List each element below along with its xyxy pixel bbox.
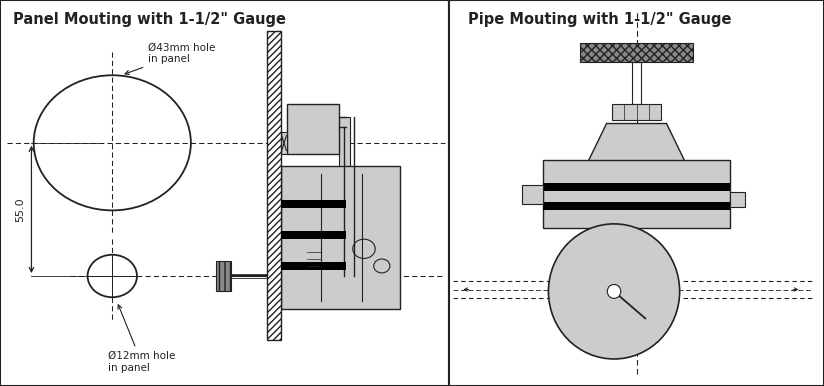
Bar [281, 132, 288, 154]
Bar [543, 160, 730, 228]
Bar [580, 43, 693, 62]
Bar [632, 62, 641, 104]
Bar [281, 200, 346, 208]
Circle shape [549, 224, 680, 359]
Bar [267, 31, 281, 340]
Bar [543, 202, 730, 210]
Bar [612, 104, 661, 120]
Polygon shape [586, 124, 687, 166]
Text: Panel Mouting with 1-1/2" Gauge: Panel Mouting with 1-1/2" Gauge [13, 12, 287, 27]
Circle shape [607, 284, 620, 298]
Bar [281, 166, 400, 309]
Text: 55.0: 55.0 [15, 197, 26, 222]
Bar [339, 117, 350, 276]
Text: Ø43mm hole
in panel: Ø43mm hole in panel [125, 42, 216, 74]
Text: Ø12mm hole
in panel: Ø12mm hole in panel [108, 305, 176, 373]
Bar [281, 231, 346, 239]
Bar [522, 185, 543, 204]
Bar [216, 261, 232, 291]
Text: Pipe Mouting with 1-1/2" Gauge: Pipe Mouting with 1-1/2" Gauge [468, 12, 732, 27]
Bar [543, 183, 730, 191]
Bar [281, 262, 346, 270]
Bar [730, 192, 745, 208]
Bar [288, 104, 339, 154]
